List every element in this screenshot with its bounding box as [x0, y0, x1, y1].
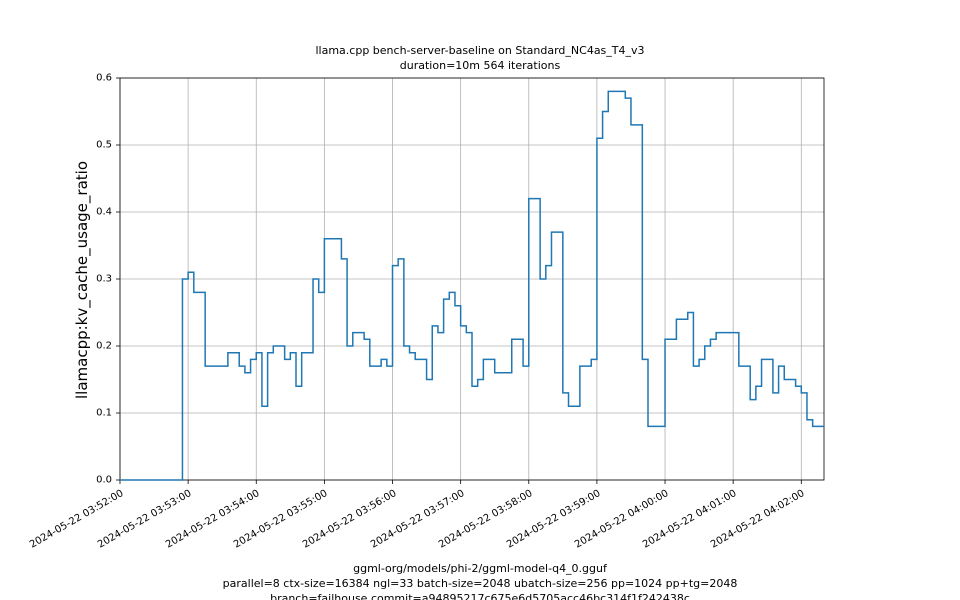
footer-line-1: ggml-org/models/phi-2/ggml-model-q4_0.gg…	[353, 562, 607, 575]
chart-footer: ggml-org/models/phi-2/ggml-model-q4_0.gg…	[0, 562, 960, 600]
y-tick-label: 0.6	[82, 73, 112, 84]
y-tick-label: 0.5	[82, 140, 112, 151]
line-chart	[0, 0, 960, 600]
y-tick-label: 0.4	[82, 207, 112, 218]
y-tick-label: 0.2	[82, 341, 112, 352]
footer-line-2: parallel=8 ctx-size=16384 ngl=33 batch-s…	[223, 577, 738, 590]
y-tick-label: 0.1	[82, 408, 112, 419]
footer-line-3: branch=failhouse commit=a94895217c675e6d…	[270, 592, 690, 600]
y-tick-label: 0.0	[82, 475, 112, 486]
y-tick-label: 0.3	[82, 274, 112, 285]
